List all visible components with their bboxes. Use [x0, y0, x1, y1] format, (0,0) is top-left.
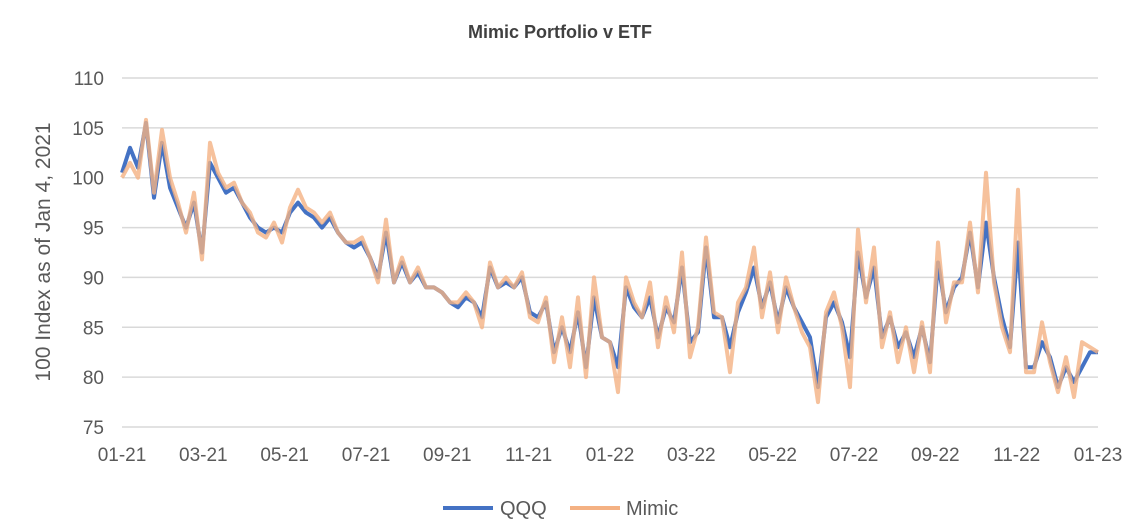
x-tick-label: 03-21	[179, 445, 228, 466]
y-tick-label: 100	[72, 169, 104, 190]
x-tick-label: 05-21	[260, 445, 309, 466]
x-tick-label: 01-22	[586, 445, 635, 466]
y-tick-label: 80	[83, 368, 104, 389]
x-tick-label: 01-21	[98, 445, 147, 466]
y-axis-label: 100 Index as of Jan 4, 2021	[32, 122, 55, 381]
series-line-mimic	[120, 117, 1100, 405]
x-tick-label: 01-23	[1074, 445, 1123, 466]
y-tick-label: 110	[74, 69, 104, 90]
x-tick-label: 11-22	[993, 445, 1040, 466]
x-tick-label: 09-21	[423, 445, 472, 466]
x-tick-label: 07-22	[830, 445, 879, 466]
y-tick-label: 105	[72, 119, 104, 140]
x-tick-label: 07-21	[342, 445, 391, 466]
x-tick-label: 05-22	[748, 445, 797, 466]
y-tick-label: 90	[83, 268, 104, 289]
legend: QQQ Mimic	[443, 498, 678, 520]
x-tick-label: 03-22	[667, 445, 716, 466]
y-tick-label: 95	[83, 219, 104, 240]
x-tick-label: 09-22	[911, 445, 960, 466]
y-tick-label: 85	[83, 318, 104, 339]
chart-title: Mimic Portfolio v ETF	[468, 22, 652, 42]
legend-label-mimic: Mimic	[626, 498, 678, 520]
x-tick-label: 11-21	[505, 445, 552, 466]
legend-label-qqq: QQQ	[500, 498, 547, 520]
y-tick-label: 75	[83, 418, 104, 439]
